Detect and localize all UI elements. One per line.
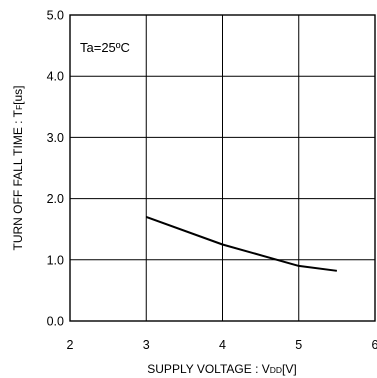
x-axis-title: SUPPLY VOLTAGE : VDD[V]	[147, 362, 296, 376]
y-tick-label: 0.0	[47, 315, 64, 329]
series-group	[145, 216, 338, 272]
plot-frame	[69, 14, 376, 322]
y-tick-label: 2.0	[47, 192, 64, 206]
x-tick-label: 4	[219, 338, 226, 352]
y-axis-title: TURN OFF FALL TIME : TF[us]	[11, 85, 25, 250]
series-line	[145, 216, 338, 272]
grid	[70, 15, 375, 321]
x-tick-label: 6	[372, 338, 377, 352]
tick-labels: 2 3 4 5 6 0.0 1.0 2.0 3.0 4.0 5.0	[47, 9, 377, 353]
y-tick-label: 4.0	[47, 70, 64, 84]
y-tick-label: 5.0	[47, 9, 64, 23]
annotation-ta: Ta=25ºC	[80, 40, 130, 55]
y-tick-label: 1.0	[47, 253, 64, 267]
y-tick-label: 3.0	[47, 131, 64, 145]
x-tick-label: 5	[295, 338, 302, 352]
x-tick-label: 3	[143, 338, 150, 352]
x-tick-label: 2	[67, 338, 74, 352]
